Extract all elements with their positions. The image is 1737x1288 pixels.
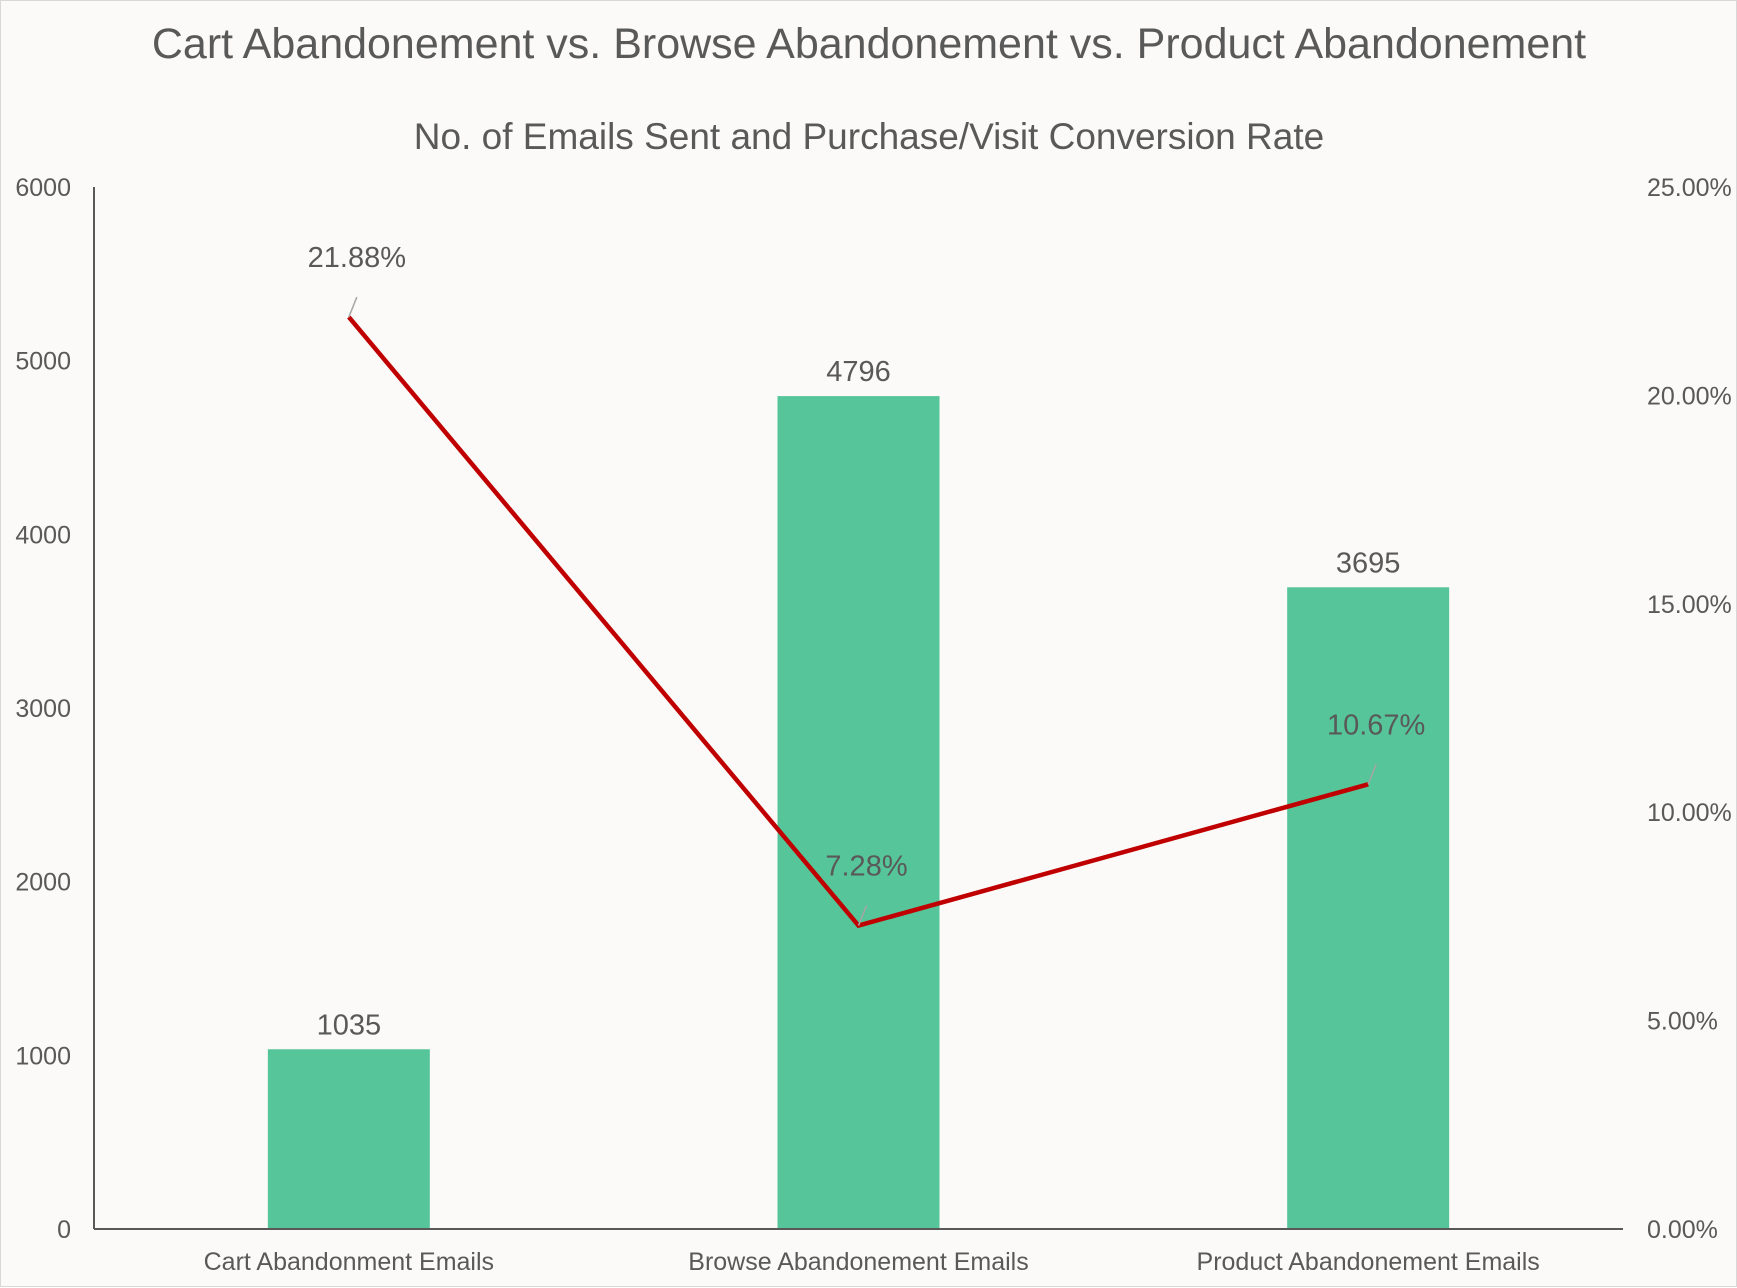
- right-tick-label: 15.00%: [1647, 591, 1732, 619]
- line-series: 21.88% 7.28% 10.67%: [308, 242, 1425, 929]
- right-axis-ticks: 0.00% 5.00% 10.00% 15.00% 20.00% 25.00%: [1647, 174, 1732, 1244]
- left-tick-label: 3000: [15, 695, 71, 723]
- chart-subtitle: No. of Emails Sent and Purchase/Visit Co…: [414, 116, 1324, 157]
- left-tick-label: 0: [57, 1216, 71, 1244]
- left-tick-label: 1000: [15, 1042, 71, 1070]
- axes: [93, 187, 1623, 1230]
- left-tick-label: 2000: [15, 869, 71, 897]
- line-label-leader: [1367, 763, 1377, 785]
- bar-data-label: 3695: [1336, 547, 1401, 579]
- left-axis-ticks: 0 1000 2000 3000 4000 5000 6000: [15, 174, 71, 1244]
- category-label: Browse Abandonement Emails: [688, 1248, 1028, 1276]
- line-data-label: 21.88%: [308, 242, 406, 274]
- right-tick-label: 5.00%: [1647, 1008, 1718, 1036]
- bar-data-label: 4796: [826, 356, 891, 388]
- bar: [1287, 587, 1450, 1229]
- category-label: Product Abandonement Emails: [1197, 1248, 1540, 1276]
- line-label-leader: [857, 905, 868, 926]
- bar: [777, 396, 940, 1229]
- bar-data-label: 1035: [317, 1009, 382, 1041]
- left-tick-label: 6000: [15, 174, 71, 202]
- right-tick-label: 10.00%: [1647, 799, 1732, 827]
- line-label-leader: [348, 296, 358, 318]
- right-tick-label: 25.00%: [1647, 174, 1732, 202]
- category-labels: Cart Abandonment Emails Browse Abandoneme…: [204, 1248, 1540, 1276]
- chart-title: Cart Abandonement vs. Browse Abandonemen…: [152, 20, 1586, 68]
- left-tick-label: 4000: [15, 521, 71, 549]
- bar-series: 1035 4796 3695: [267, 356, 1450, 1229]
- category-label: Cart Abandonment Emails: [204, 1248, 494, 1276]
- bar: [267, 1049, 430, 1229]
- right-tick-label: 20.00%: [1647, 382, 1732, 410]
- line-data-label: 7.28%: [825, 851, 907, 883]
- left-tick-label: 5000: [15, 348, 71, 376]
- right-tick-label: 0.00%: [1647, 1216, 1718, 1244]
- line-data-label: 10.67%: [1327, 709, 1425, 741]
